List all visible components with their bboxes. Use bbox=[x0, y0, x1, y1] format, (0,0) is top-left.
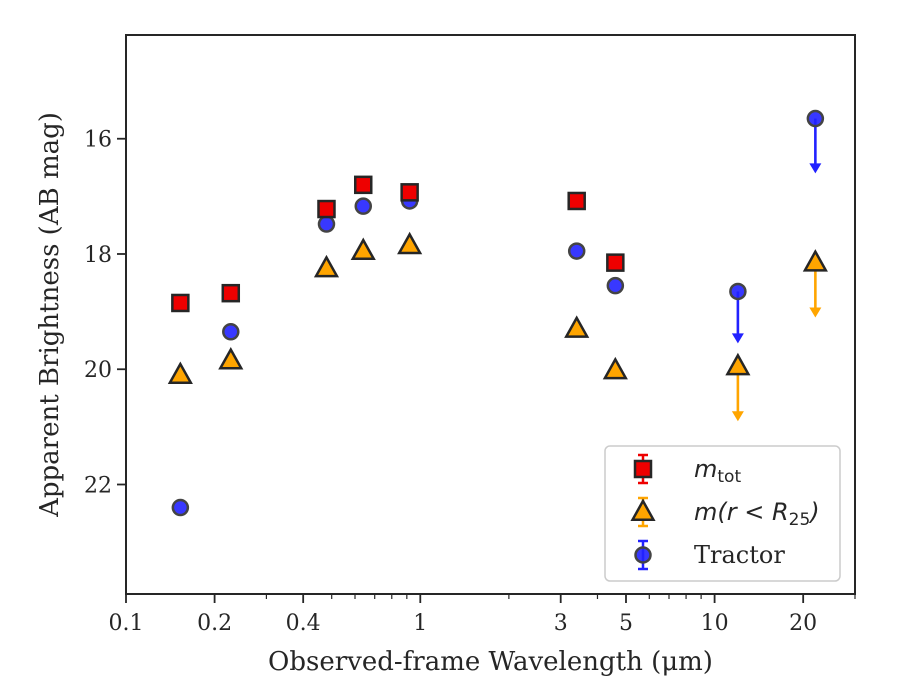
data-marks bbox=[167, 109, 828, 517]
data-point-square bbox=[400, 183, 419, 202]
data-point-circle bbox=[567, 242, 586, 260]
x-axis-title: Observed-frame Wavelength (μm) bbox=[268, 647, 713, 677]
x-tick-label: 0.4 bbox=[286, 611, 321, 636]
upper-limit-arrowhead bbox=[809, 307, 822, 318]
data-point-circle bbox=[222, 323, 240, 341]
data-point-triangle bbox=[313, 254, 340, 278]
data-point-square bbox=[317, 199, 336, 219]
data-point-triangle bbox=[167, 361, 193, 384]
data-point-circle bbox=[606, 276, 625, 295]
data-point-circle bbox=[317, 215, 336, 233]
legend-label-subscript: tot bbox=[717, 467, 741, 487]
legend-label-main: m(r < R bbox=[694, 498, 789, 526]
x-tick-label: 3 bbox=[554, 611, 568, 636]
legend-label-main: m bbox=[694, 455, 717, 483]
upper-limit-arrowhead bbox=[731, 411, 744, 422]
data-point-circle bbox=[729, 282, 747, 301]
y-axis-title: Apparent Brightness (AB mag) bbox=[35, 112, 65, 518]
data-point-triangle bbox=[602, 356, 628, 380]
data-point-circle bbox=[806, 109, 825, 128]
legend-label: Tractor bbox=[694, 541, 785, 569]
x-tick-label: 5 bbox=[619, 611, 633, 636]
data-point-circle bbox=[171, 498, 190, 517]
data-point-circle bbox=[354, 197, 373, 215]
x-tick-label: 1 bbox=[413, 611, 427, 636]
y-tick-label: 16 bbox=[84, 128, 112, 153]
plot-frame bbox=[125, 34, 856, 595]
data-point-triangle bbox=[564, 315, 590, 338]
y-tick-label: 22 bbox=[84, 474, 112, 499]
legend-label: m(r < R25) bbox=[694, 498, 820, 530]
upper-limit-arrowhead bbox=[731, 333, 744, 344]
x-tick-label: 0.1 bbox=[109, 611, 144, 636]
data-point-triangle bbox=[350, 237, 376, 261]
x-tick-label: 0.2 bbox=[197, 611, 232, 636]
data-point-square bbox=[171, 293, 190, 313]
data-point-triangle bbox=[397, 231, 423, 255]
data-point-square bbox=[354, 175, 373, 195]
data-point-square bbox=[606, 253, 625, 272]
y-tick-label: 18 bbox=[84, 243, 112, 268]
axis-ticks: 0.1 0.2 0.4 1 3 5 10 20 16 18 20 22 bbox=[84, 128, 856, 636]
legend-box bbox=[604, 445, 841, 582]
data-point-triangle bbox=[802, 249, 828, 272]
x-tick-label: 20 bbox=[789, 611, 817, 636]
upper-limit-arrowhead bbox=[809, 163, 822, 174]
data-point-triangle bbox=[218, 347, 244, 370]
legend-marker-triangle bbox=[630, 498, 656, 521]
legend-label: mtot bbox=[694, 455, 741, 487]
data-point-square bbox=[567, 191, 586, 211]
legend-marker-circle bbox=[634, 546, 652, 564]
legend-label-subscript: 25 bbox=[789, 510, 811, 530]
legend: mtot m(r < R25) Tractor bbox=[604, 445, 841, 582]
legend-label-tail: ) bbox=[808, 498, 819, 526]
legend-marker-square bbox=[633, 459, 653, 479]
data-point-square bbox=[221, 283, 241, 303]
legend-label-main: Tractor bbox=[694, 541, 785, 569]
y-tick-label: 20 bbox=[84, 358, 112, 383]
data-point-triangle bbox=[725, 352, 751, 376]
x-tick-label: 10 bbox=[701, 611, 729, 636]
